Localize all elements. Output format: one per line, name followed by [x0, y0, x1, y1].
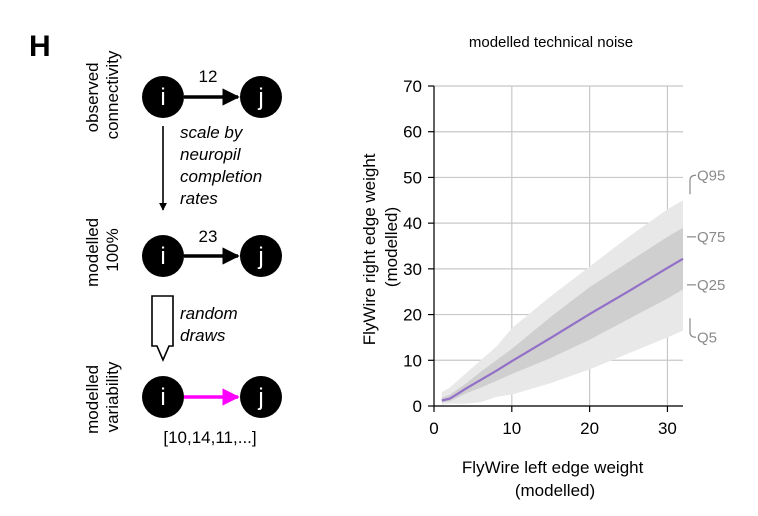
tick-labels: 0 10 20 30 0 10 20 30 40 50 60 70: [403, 77, 677, 438]
q75-label: Q75: [697, 229, 725, 246]
random-draws-line-2: draws: [180, 326, 226, 345]
row-2-node-j-label: j: [257, 243, 263, 270]
panel-label: H: [29, 30, 51, 63]
scale-step-line-2: neuropil: [180, 145, 242, 164]
row-2-node-i-label: i: [160, 243, 165, 270]
random-draws-line-1: random: [180, 304, 238, 323]
median-series: [441, 257, 684, 402]
row-1-label-line-2: connectivity: [103, 50, 122, 139]
y-axis-label-line-2: (modelled): [382, 207, 401, 287]
scale-step-line-4: rates: [180, 189, 218, 208]
y-tick-label: 70: [403, 77, 422, 96]
random-draws-arrow: [151, 295, 174, 363]
y-tick-label: 30: [403, 260, 422, 279]
y-tick-label: 60: [403, 123, 422, 142]
row-3-node-j-label: j: [257, 384, 263, 411]
row-3-node-i: [142, 376, 184, 418]
y-tick-label: 20: [403, 306, 422, 325]
row-2-label-line-2: 100%: [103, 228, 122, 271]
row-2-weight: 23: [199, 227, 218, 246]
chart-title: modelled technical noise: [469, 34, 633, 51]
row-3-label-line-1: modelled: [83, 365, 102, 434]
row-1-node-j: [240, 76, 282, 118]
y-tick-label: 40: [403, 214, 422, 233]
x-axis-label: FlyWire left edge weight (modelled): [462, 458, 648, 500]
row-2-label-line-1: modelled: [83, 218, 102, 287]
row-2-node-j: [240, 235, 282, 277]
band-q5-q95: [441, 200, 683, 405]
y-axis-label: FlyWire right edge weight (modelled): [360, 149, 401, 346]
row-1-node-i: [142, 76, 184, 118]
x-axis-label-line-1: FlyWire left edge weight: [462, 458, 644, 477]
x-tick-label: 0: [429, 419, 438, 438]
quantile-bands: [441, 200, 683, 405]
row-1-node-j-label: j: [257, 84, 263, 111]
q95-bracket: [689, 174, 697, 195]
row-3-label-line-2: variability: [103, 361, 122, 432]
row-3-node-j: [240, 376, 282, 418]
row-1-label: observed connectivity: [83, 50, 122, 139]
y-tick-label: 10: [403, 351, 422, 370]
x-axis-label-line-2: (modelled): [515, 481, 595, 500]
row-3-node-i-label: i: [160, 384, 165, 411]
q25-label: Q25: [697, 277, 725, 294]
axes: [428, 85, 683, 412]
row-1-label-line-1: observed: [83, 62, 102, 132]
median-line: [441, 257, 684, 402]
chart: modelled technical noise 0 10 20 30 0 10 20 30 4…: [360, 34, 725, 500]
y-tick-label: 50: [403, 168, 422, 187]
y-axis-label-line-1: FlyWire right edge weight: [360, 153, 379, 345]
x-tick-label: 10: [502, 419, 521, 438]
y-tick-label: 0: [413, 397, 422, 416]
row-2-label: modelled 100%: [83, 213, 122, 287]
band-q25-q75: [441, 227, 683, 403]
x-tick-label: 30: [658, 419, 677, 438]
q95-label: Q95: [697, 167, 725, 184]
q5-label: Q5: [697, 329, 717, 346]
scale-step-label: scale by neuropil completion rates: [180, 123, 267, 208]
random-draws-label: random draws: [180, 304, 242, 345]
scale-step-line-1: scale by: [180, 123, 244, 142]
q5-bracket: [689, 318, 697, 338]
quantile-labels: Q95 Q75 Q25 Q5: [687, 167, 725, 346]
connectivity-diagram: observed connectivity i j 12 scale by ne…: [83, 50, 282, 447]
row-3-label: modelled variability: [83, 360, 122, 434]
x-tick-label: 20: [580, 419, 599, 438]
row-1-weight: 12: [199, 67, 218, 86]
scale-step-line-3: completion: [180, 167, 262, 186]
row-3-weights: [10,14,11,...]: [163, 428, 256, 447]
row-2-node-i: [142, 235, 184, 277]
row-1-node-i-label: i: [160, 84, 165, 111]
